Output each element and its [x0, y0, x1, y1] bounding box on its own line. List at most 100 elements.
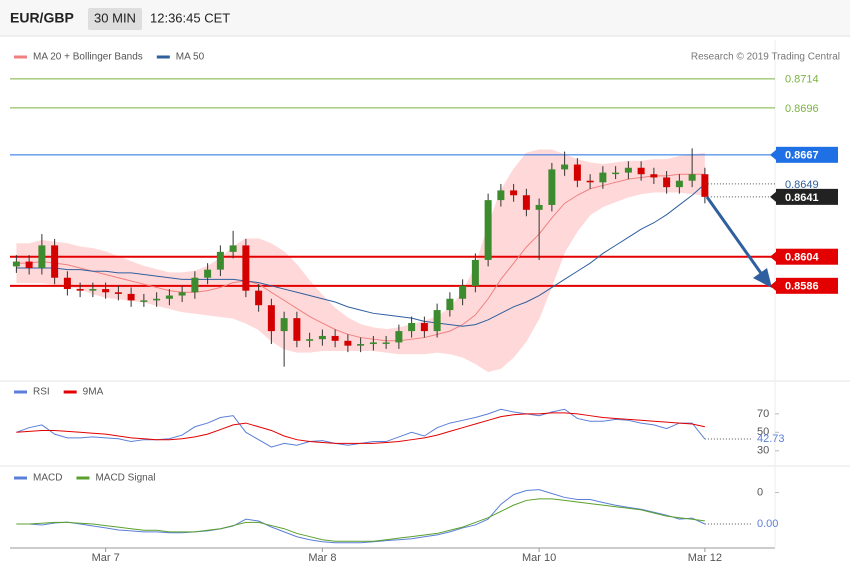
candle-body	[484, 200, 492, 260]
candle-body	[612, 172, 620, 175]
candle-body	[25, 261, 33, 269]
legend-label: 9MA	[83, 387, 104, 398]
candle-body	[382, 342, 390, 344]
candle-body	[497, 190, 505, 201]
forecast-arrow	[705, 196, 772, 288]
y-tick-label: 50	[757, 426, 769, 438]
candle-body	[548, 169, 556, 205]
candle-body	[446, 298, 454, 311]
last-price-box	[776, 188, 838, 205]
candle-body	[420, 323, 428, 332]
last-price-label: 0.8641	[785, 192, 819, 204]
ma-line	[16, 183, 706, 327]
candle-body	[522, 195, 530, 210]
last-value-label: 0.00	[757, 518, 778, 530]
candle-body	[471, 259, 479, 286]
candle-body	[688, 174, 696, 181]
candle-body	[114, 292, 122, 294]
candle-body	[127, 293, 135, 301]
x-tick-label: Mar 12	[688, 552, 722, 564]
last-value-label: 42.73	[757, 433, 785, 445]
candle-body	[216, 251, 224, 270]
last-price-pointer	[770, 191, 776, 202]
candle-body	[38, 245, 46, 269]
legend-label: MA 20 + Bollinger Bands	[33, 52, 143, 63]
candle-body	[344, 340, 352, 346]
candle-body	[89, 289, 97, 291]
x-tick-label: Mar 7	[92, 552, 120, 564]
level-label-box	[776, 277, 838, 294]
level-label-pointer	[770, 280, 776, 291]
candle-body	[267, 305, 275, 332]
y-tick-label: 70	[757, 408, 769, 420]
candle-body	[650, 174, 658, 178]
copyright: Research © 2019 Trading Central	[691, 52, 840, 63]
legend-label: MACD	[33, 473, 62, 484]
candle-body	[637, 167, 645, 175]
candle-body	[63, 277, 71, 290]
arrow-shaft	[705, 196, 765, 277]
candle-body	[178, 292, 186, 296]
candle-body	[204, 269, 212, 278]
candle-body	[255, 290, 263, 306]
symbol: EUR/GBP	[10, 10, 74, 26]
level-label-box	[776, 248, 838, 265]
candle-body	[561, 164, 569, 170]
level-label: 0.8586	[785, 281, 819, 293]
candle-body	[357, 344, 365, 346]
candle-body	[510, 190, 518, 196]
candle-body	[102, 289, 110, 293]
level-label: 0.8714	[785, 74, 819, 86]
candle-body	[624, 167, 632, 173]
candle-body	[369, 342, 377, 345]
candle-body	[12, 261, 20, 267]
candle-body	[573, 164, 581, 181]
x-tick-label: Mar 10	[522, 552, 556, 564]
x-tick-label: Mar 8	[308, 552, 336, 564]
indicator-line	[16, 498, 705, 542]
bollinger-band	[16, 149, 705, 372]
arrow-head	[753, 268, 772, 288]
level-label: 0.8604	[785, 252, 820, 264]
bollinger-upper	[16, 149, 705, 330]
legend-label: MA 50	[176, 52, 205, 63]
level-label: 0.8696	[785, 103, 819, 115]
candle-body	[586, 180, 594, 183]
candle-body	[306, 339, 314, 341]
timeframe-box	[88, 8, 142, 30]
y-tick-label: 30	[757, 445, 769, 457]
candle-body	[229, 245, 237, 252]
candle-body	[293, 318, 301, 341]
last-ma50-label: 0.8649	[785, 179, 819, 191]
legend-label: MACD Signal	[95, 473, 155, 484]
indicator-line	[16, 412, 705, 444]
candle-body	[165, 295, 173, 299]
time: 12:36:45 CET	[150, 10, 230, 25]
indicator-line	[16, 489, 706, 544]
candle-body	[663, 177, 671, 188]
candle-body	[153, 298, 161, 301]
level-label-pointer	[770, 251, 776, 262]
candle-body	[242, 245, 250, 291]
candle-body	[76, 289, 84, 291]
candle-body	[51, 245, 59, 278]
level-label-pointer	[770, 149, 776, 160]
candle-body	[140, 300, 148, 302]
candle-body	[331, 335, 339, 341]
candle-body	[433, 310, 441, 332]
candle-body	[280, 318, 288, 332]
candle-body	[459, 285, 467, 299]
candle-body	[191, 277, 199, 293]
candle-body	[408, 323, 416, 332]
candle-body	[318, 335, 326, 340]
candle-body	[701, 174, 709, 197]
candle-body	[535, 204, 543, 210]
candle-body	[395, 331, 403, 343]
timeframe: 30 MIN	[94, 10, 136, 25]
level-label-box	[776, 146, 838, 163]
candle-body	[599, 172, 607, 183]
y-tick-label: 0	[757, 486, 763, 498]
level-label: 0.8667	[785, 150, 819, 162]
legend-label: RSI	[33, 387, 50, 398]
